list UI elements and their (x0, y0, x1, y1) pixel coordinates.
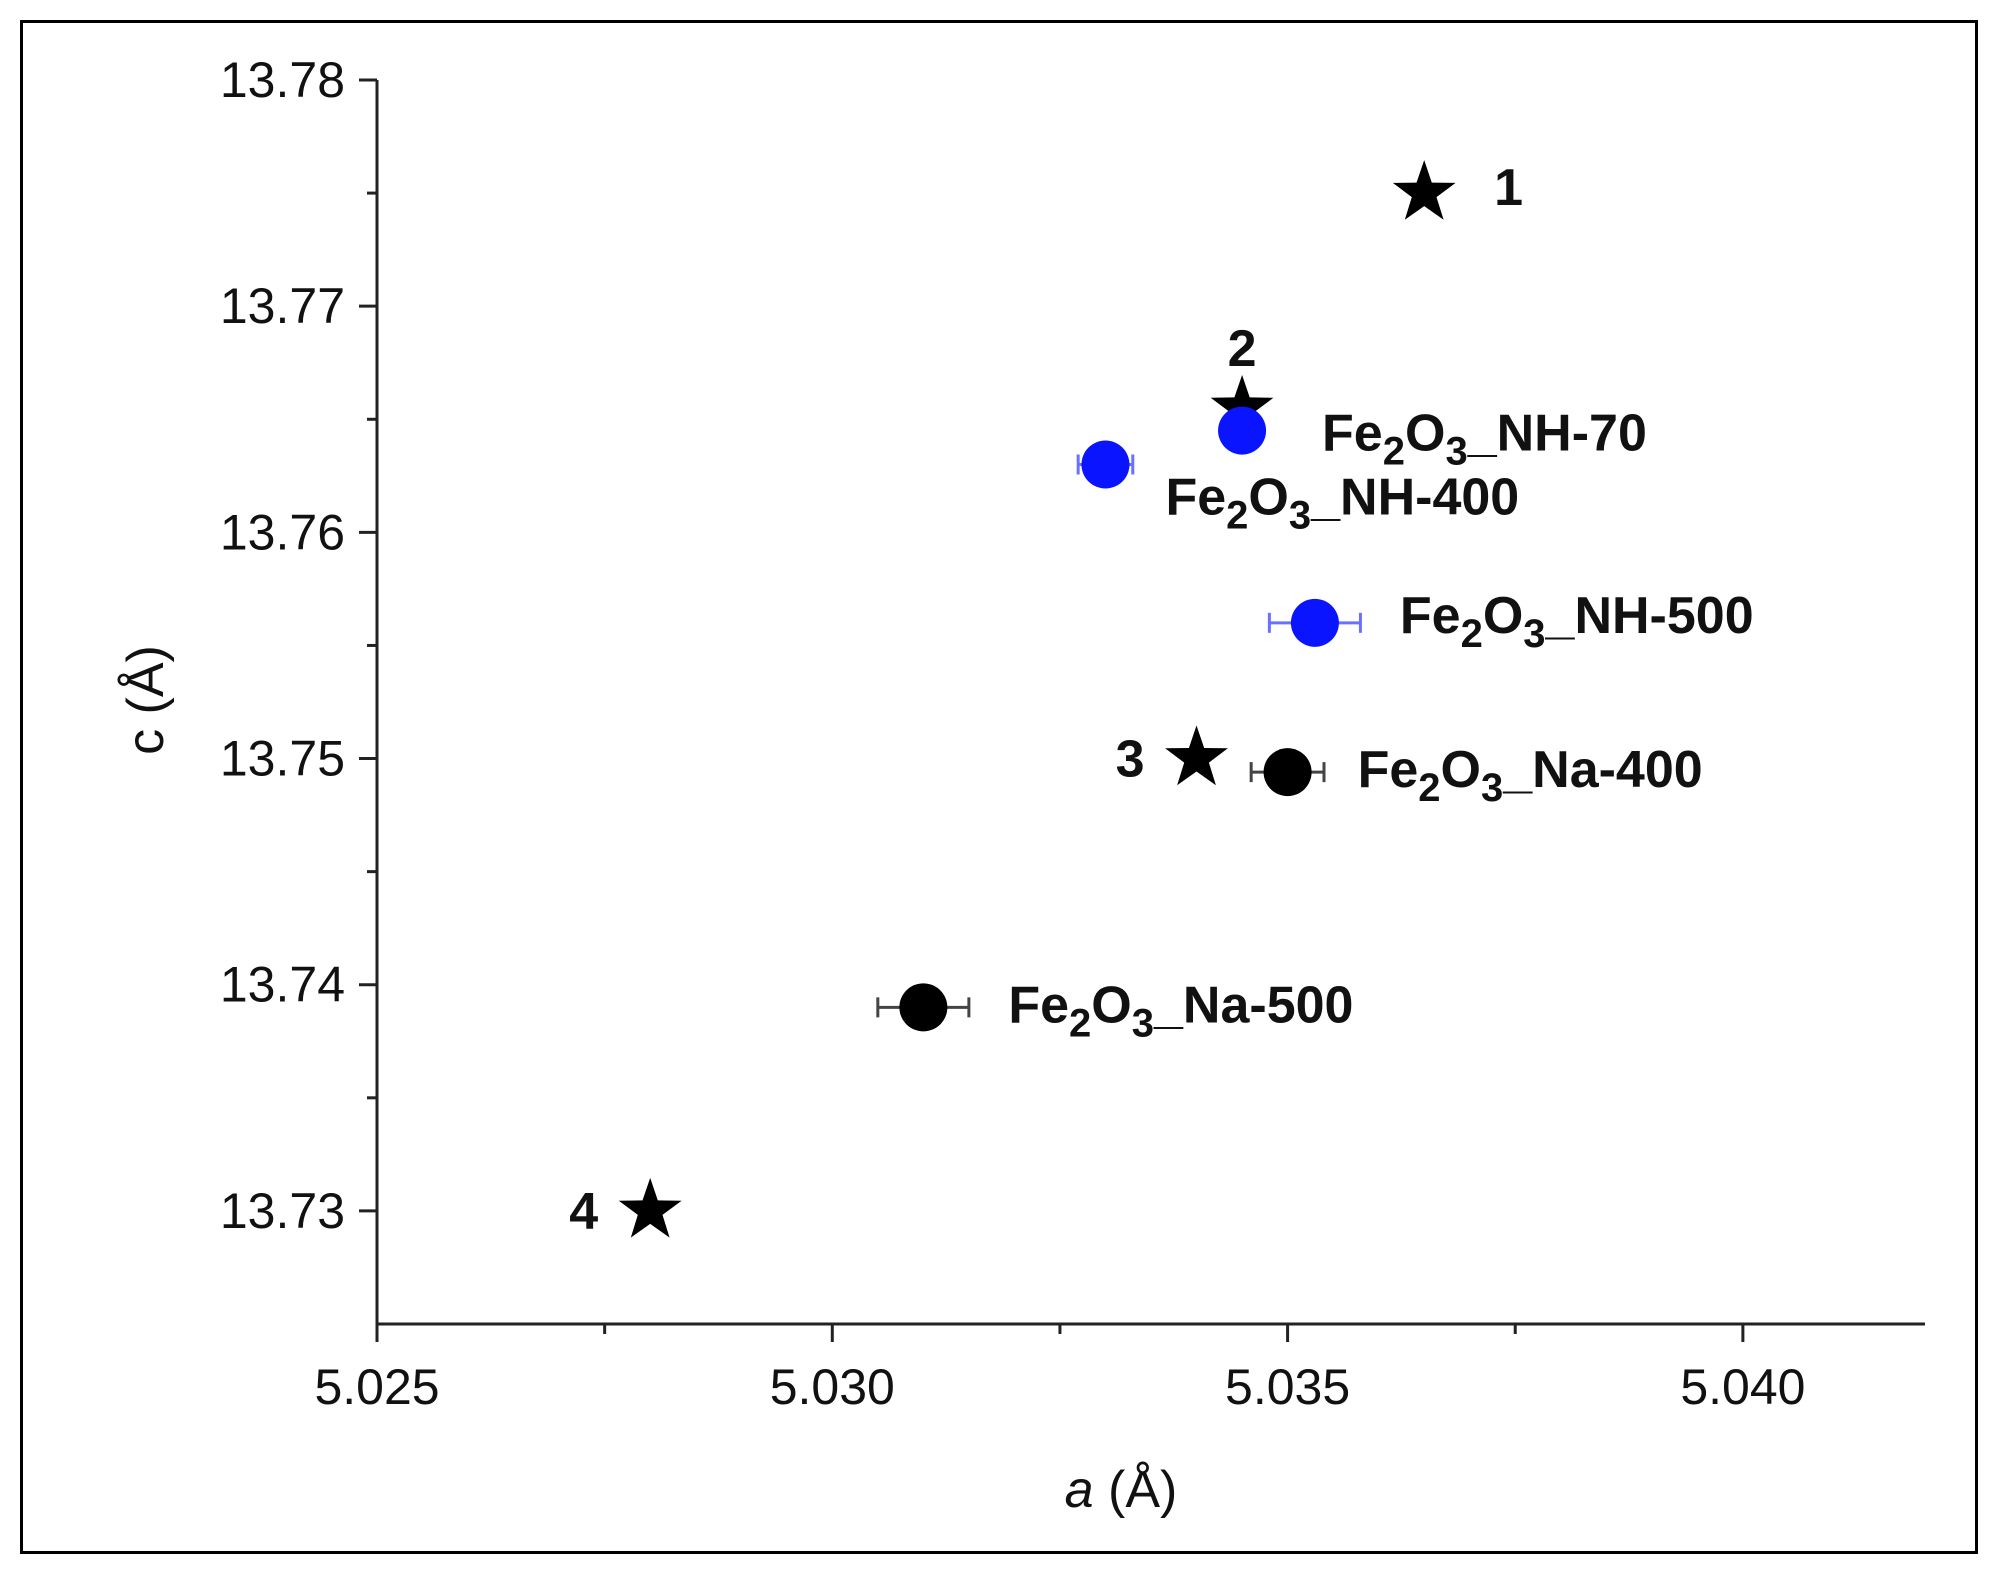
x-tick-label: 5.030 (770, 1359, 895, 1415)
x-tick-label: 5.040 (1680, 1359, 1805, 1415)
x-axis-title: a (Å) (1065, 1461, 1178, 1519)
reference-star-3 (1165, 725, 1228, 786)
y-tick-label: 13.78 (220, 52, 345, 108)
data-point-na-400 (1263, 748, 1312, 797)
reference-star-4 (618, 1177, 682, 1238)
y-axis-title: c (Å) (117, 645, 175, 755)
y-tick-label: 13.77 (220, 278, 345, 334)
data-point-nh-70 (1218, 406, 1267, 455)
reference-label-3: 3 (1116, 731, 1145, 789)
data-point-na-500 (899, 983, 948, 1032)
point-label-na-400: Fe2O3_Na-400 (1358, 741, 1703, 810)
point-label-nh-500: Fe2O3_NH-500 (1400, 587, 1754, 656)
y-tick-label: 13.76 (220, 504, 345, 560)
y-tick-label: 13.74 (220, 957, 345, 1013)
x-tick-label: 5.035 (1225, 1359, 1350, 1415)
point-label-na-500: Fe2O3_Na-500 (1008, 976, 1353, 1045)
point-label-nh-400: Fe2O3_NH-400 (1165, 469, 1519, 538)
figure-frame: 13.73 13.74 13.75 13.76 13.77 13.78 5.025 5.030… (20, 20, 1978, 1554)
reference-star-2 (1210, 375, 1274, 435)
point-label-nh-70: Fe2O3_NH-70 (1322, 405, 1647, 474)
reference-label-4: 4 (569, 1183, 598, 1241)
data-point-nh-400 (1081, 440, 1130, 489)
reference-star-1 (1392, 160, 1456, 220)
x-tick-label: 5.025 (314, 1359, 439, 1415)
reference-label-2: 2 (1228, 320, 1257, 378)
y-tick-label: 13.75 (220, 731, 345, 787)
y-tick-label: 13.73 (220, 1183, 345, 1239)
data-point-nh-500 (1290, 598, 1339, 647)
scatter-chart: 13.73 13.74 13.75 13.76 13.77 13.78 5.025 5.030… (117, 52, 1925, 1519)
reference-label-1: 1 (1494, 159, 1523, 217)
